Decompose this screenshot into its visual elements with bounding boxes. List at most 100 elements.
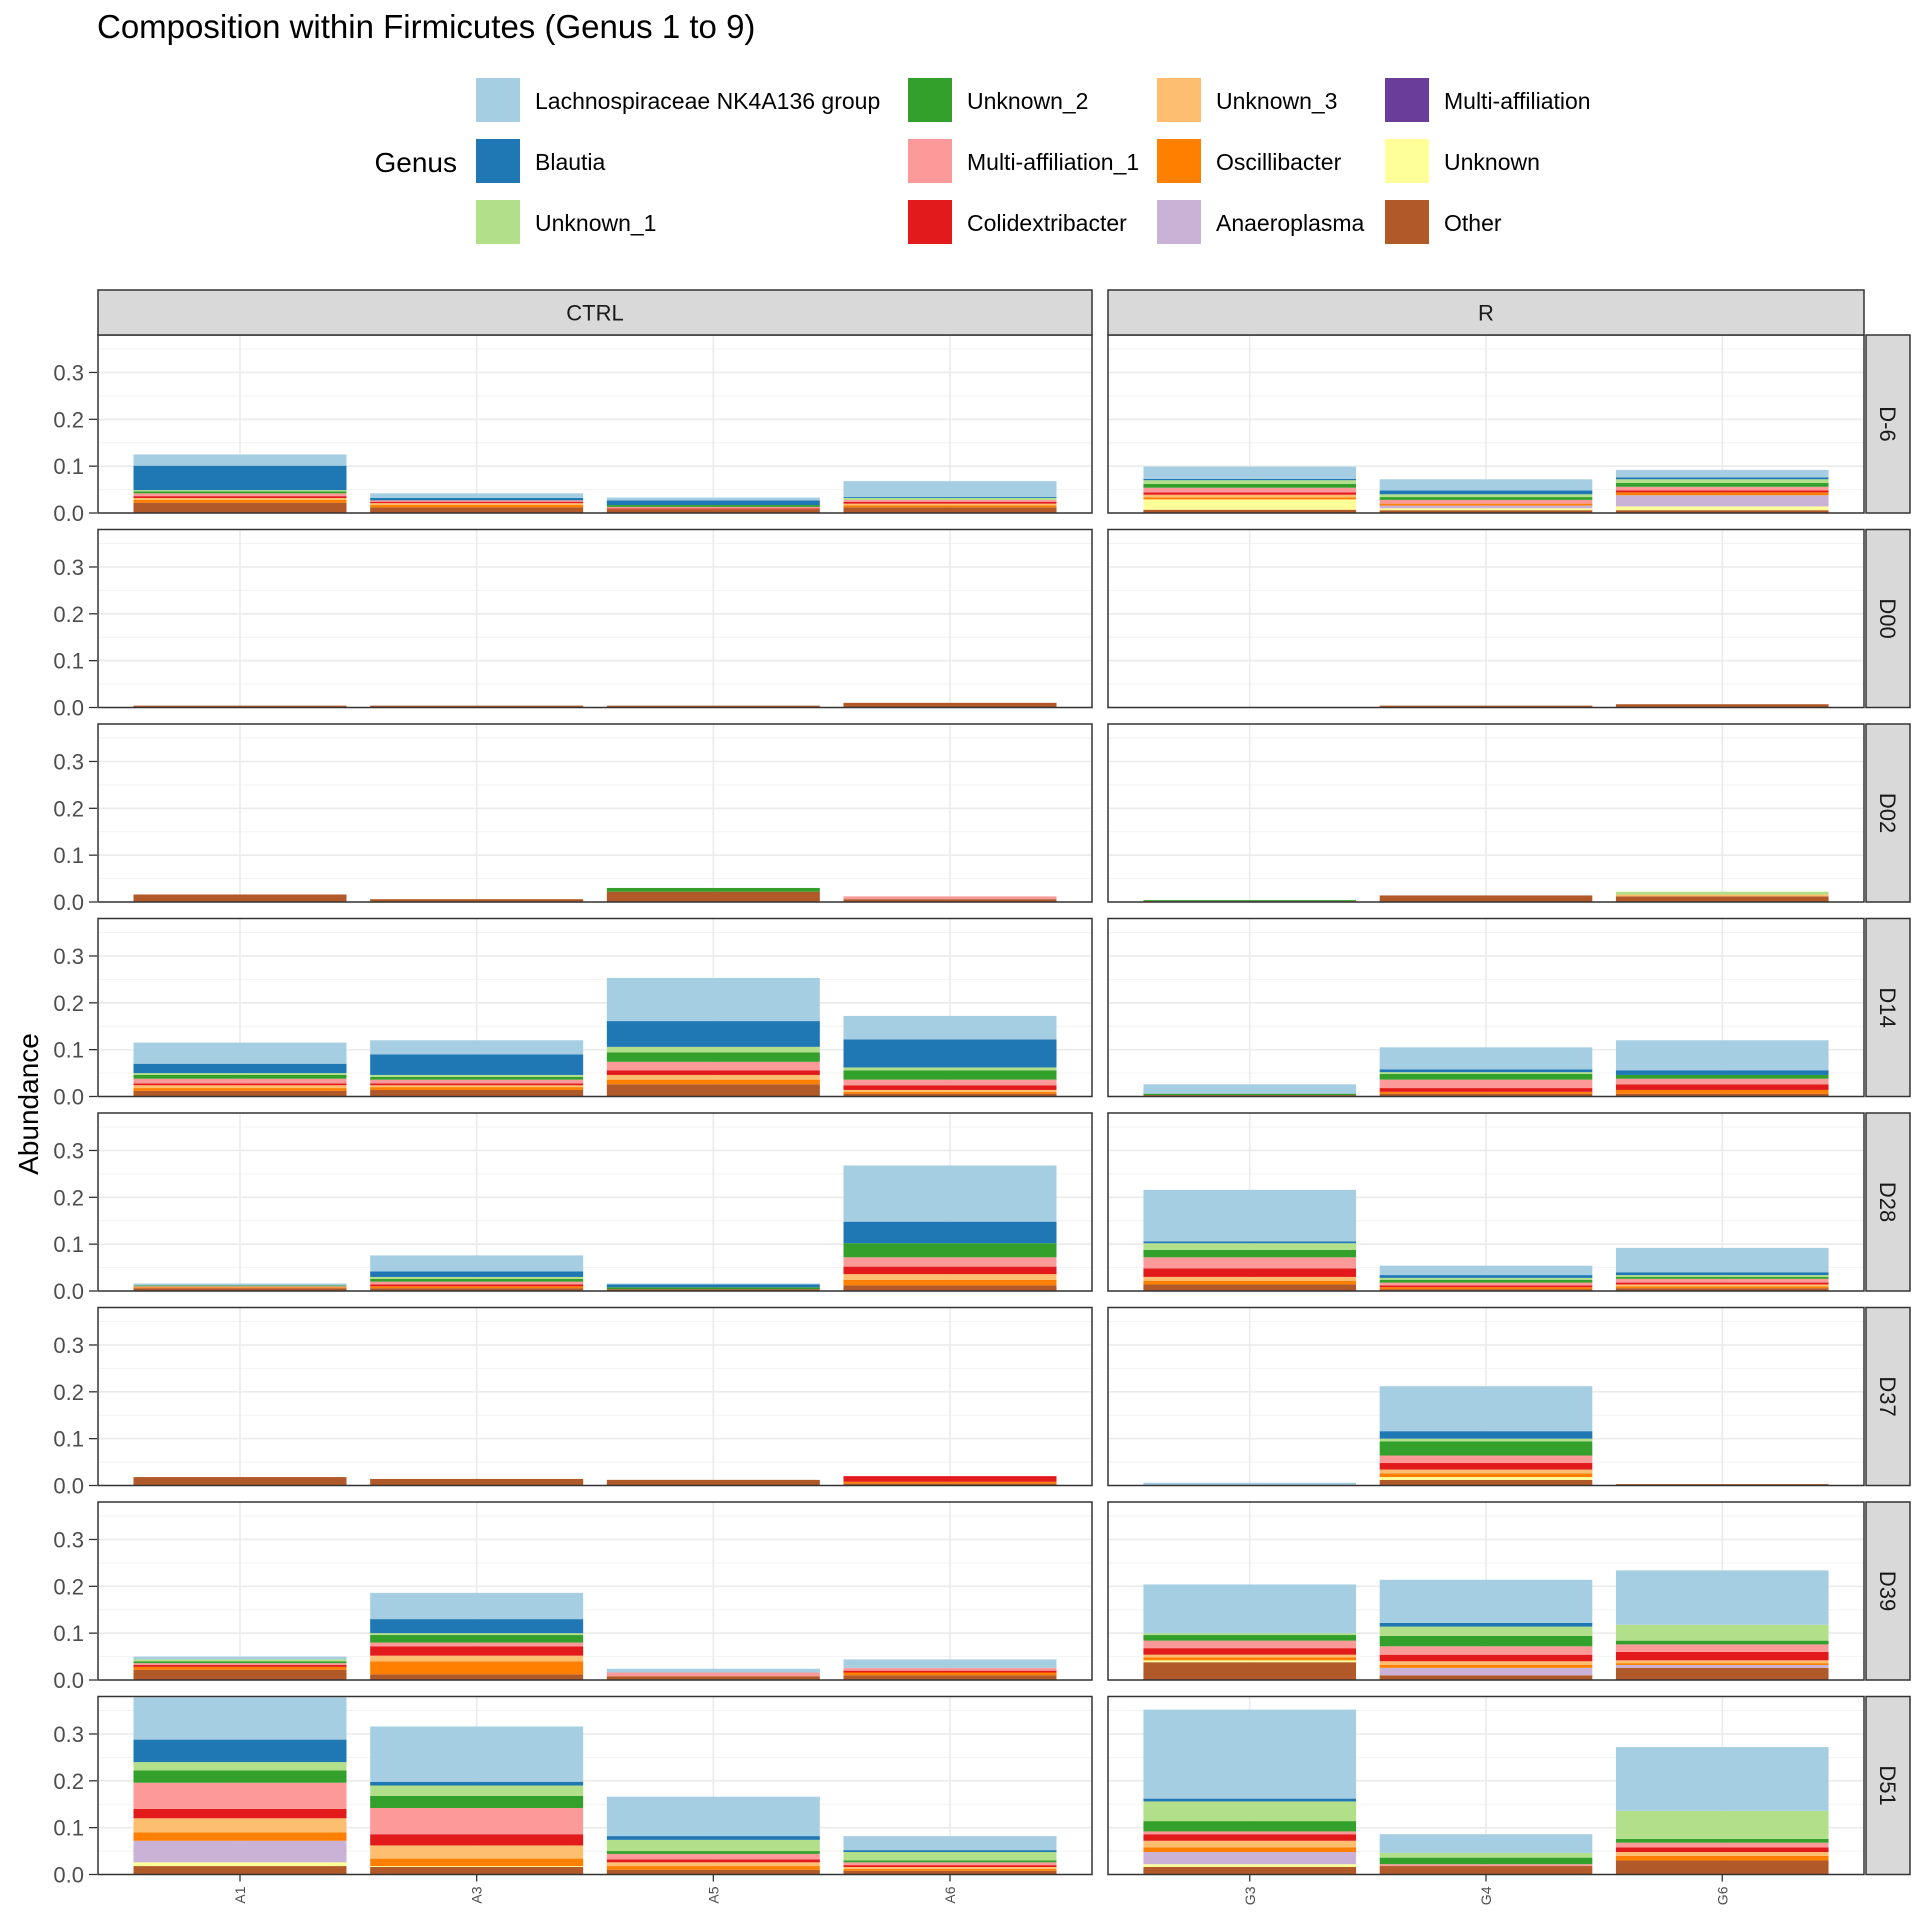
panel-border	[97, 1501, 1093, 1681]
bar-segment	[1379, 1579, 1593, 1623]
bar-segment	[1379, 1386, 1593, 1432]
bar-segment	[606, 1074, 820, 1080]
bar-segment	[843, 1079, 1057, 1086]
bar-segment	[370, 1281, 584, 1285]
bar-segment	[370, 1089, 584, 1097]
legend-key	[908, 200, 952, 244]
bar-segment	[1143, 1243, 1357, 1250]
y-tick-label: 0.2	[53, 407, 84, 432]
bar-segment	[1379, 1646, 1593, 1655]
legend-key	[1385, 139, 1429, 183]
bar-segment	[1615, 1275, 1829, 1277]
y-tick-label: 0.1	[53, 1427, 84, 1452]
legend-key	[1385, 200, 1429, 244]
bar-segment	[1143, 497, 1357, 500]
bar-segment	[843, 505, 1057, 508]
legend-key	[1157, 200, 1201, 244]
bar-segment	[370, 1674, 584, 1680]
bar-segment	[370, 1284, 584, 1287]
y-tick-label: 0.3	[53, 360, 84, 385]
facet-strip-right	[1865, 1501, 1911, 1681]
bar-segment	[133, 705, 347, 708]
facet-strip-label: D28	[1875, 1182, 1900, 1222]
legend-title: Genus	[375, 147, 458, 178]
bar-segment	[133, 465, 347, 491]
facet-strip-label: D51	[1875, 1765, 1900, 1805]
bar-segment	[1379, 1675, 1593, 1680]
bar-segment	[606, 1287, 820, 1290]
bar-segment	[843, 1243, 1057, 1258]
bar-segment	[370, 1858, 584, 1867]
bar-segment	[370, 1271, 584, 1277]
bar-segment	[1379, 1479, 1593, 1486]
y-tick-label: 0.3	[53, 555, 84, 580]
bar-segment	[1379, 1279, 1593, 1283]
bar-segment	[606, 1839, 820, 1852]
facet-strip-label: D14	[1875, 987, 1900, 1027]
bar-segment	[1615, 1247, 1829, 1273]
bar-segment	[1143, 494, 1357, 498]
bar-segment	[1615, 469, 1829, 478]
bar-segment	[1143, 1284, 1357, 1291]
legend-label: Unknown_3	[1216, 88, 1337, 114]
bar-segment	[370, 1255, 584, 1272]
legend-label: Anaeroplasma	[1216, 210, 1365, 236]
facet-strip-right	[1865, 1112, 1911, 1292]
bar-segment	[606, 1869, 820, 1875]
bar-segment	[1615, 1272, 1829, 1276]
bar-segment	[606, 1836, 820, 1840]
bar-segment	[133, 1083, 347, 1086]
bar-segment	[606, 1851, 820, 1854]
bar-segment	[133, 1665, 347, 1667]
bar-segment	[843, 1659, 1057, 1668]
bar-segment	[1615, 1640, 1829, 1645]
bar-segment	[1379, 1834, 1593, 1853]
bar-segment	[1379, 1455, 1593, 1464]
y-tick-label: 0.3	[53, 1722, 84, 1747]
bar-segment	[1615, 1276, 1829, 1279]
bar-segment	[1143, 1249, 1357, 1258]
bar-segment	[370, 1076, 584, 1080]
bar-segment	[1615, 704, 1829, 708]
bar-segment	[370, 493, 584, 499]
bar-segment	[133, 1088, 347, 1091]
bar-segment	[606, 705, 820, 708]
facet-strip-top	[1107, 289, 1865, 336]
y-tick-label: 0.3	[53, 1138, 84, 1163]
bar-segment	[606, 1289, 820, 1291]
bar-segment	[1379, 503, 1593, 506]
bar-segment	[1615, 1074, 1829, 1079]
bar-segment	[133, 1656, 347, 1660]
bar-segment	[1379, 1857, 1593, 1865]
legend-key	[908, 78, 952, 122]
legend-label: Colidextribacter	[967, 210, 1127, 236]
bar-segment	[370, 1845, 584, 1859]
bar-segment	[843, 1667, 1057, 1671]
bar-segment	[1379, 508, 1593, 511]
bar-segment	[370, 498, 584, 501]
y-tick-label: 0.0	[53, 696, 84, 721]
facet-strip-label: R	[1478, 301, 1494, 326]
bar-segment	[370, 1795, 584, 1808]
bar-segment	[1615, 1089, 1829, 1094]
bar-segment	[843, 1868, 1057, 1871]
bar-segment	[1379, 1072, 1593, 1075]
y-tick-label: 0.0	[53, 1085, 84, 1110]
panel-background	[98, 1307, 1092, 1486]
bar-segment	[133, 490, 347, 492]
facet-strip-right	[1865, 334, 1911, 514]
bar-segment	[843, 1039, 1057, 1068]
bar-segment	[1615, 1651, 1829, 1661]
bar-segment	[133, 894, 347, 902]
y-tick-label: 0.0	[53, 1668, 84, 1693]
y-tick-label: 0.3	[53, 1333, 84, 1358]
bar-segment	[1615, 1855, 1829, 1861]
bar-segment	[1615, 1284, 1829, 1287]
bar-segment	[370, 1635, 584, 1643]
bar-segment	[1379, 1091, 1593, 1094]
bar-segment	[843, 1279, 1057, 1286]
panel-border	[1107, 1501, 1865, 1681]
bar-segment	[843, 1091, 1057, 1094]
y-axis-label: Abundance	[13, 1033, 44, 1175]
